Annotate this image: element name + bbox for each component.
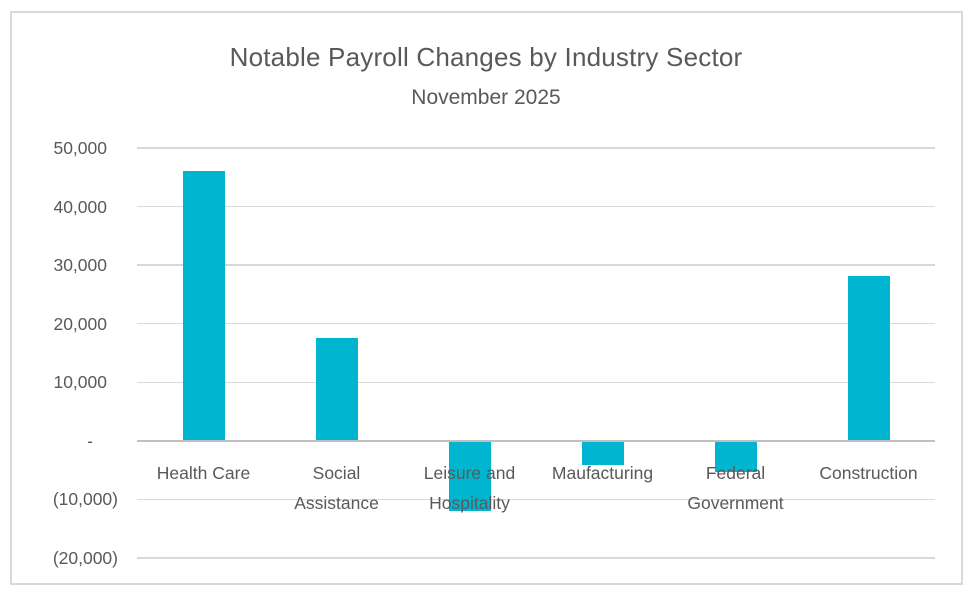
category-label-line: Hospitality [429, 492, 510, 513]
category-label: Construction [794, 459, 944, 489]
category-label: Federal Government [661, 459, 811, 518]
category-label-line: Social [312, 463, 361, 483]
y-axis-tick-label: (20,000) [52, 548, 118, 568]
bar-maufacturing [581, 440, 624, 466]
category-label-line: Assistance [294, 492, 379, 513]
bar-leisure-and-hospitality [448, 440, 491, 511]
bar-health-care [182, 171, 225, 441]
x-axis-line [137, 439, 935, 442]
category-label-line: Federal [705, 463, 766, 483]
category-label-line: Government [687, 492, 784, 513]
category-label-line: Health Care [156, 463, 251, 483]
category-label: Leisure and Hospitality [395, 459, 545, 518]
category-label-line: Leisure and [423, 463, 516, 483]
category-label: Maufacturing [528, 459, 678, 489]
y-axis-tick-label: 30,000 [53, 255, 107, 276]
y-axis-tick-label: 50,000 [53, 138, 107, 158]
y-axis-tick-label: - [87, 430, 93, 451]
y-axis-tick-label: (10,000) [52, 489, 118, 510]
gridline [137, 381, 935, 383]
gridline [137, 498, 935, 501]
bar-social-assistance [315, 337, 358, 441]
chart-subtitle: November 2025 [411, 86, 561, 109]
category-label: Social Assistance [262, 459, 412, 518]
y-axis-tick-label: 20,000 [53, 313, 107, 334]
bar-construction [847, 276, 890, 441]
chart-title: Notable Payroll Changes by Industry Sect… [229, 42, 743, 72]
gridline [137, 147, 935, 149]
gridline [137, 323, 935, 325]
category-label-line: Maufacturing [551, 463, 654, 483]
gridline [137, 264, 935, 266]
gridline [137, 557, 935, 559]
y-axis-tick-label: 10,000 [53, 372, 107, 393]
bar-federal-government [714, 440, 757, 473]
gridline [137, 205, 935, 208]
category-label-line: Construction [819, 463, 918, 483]
y-axis-tick-label: 40,000 [53, 196, 107, 217]
category-label: Health Care [129, 459, 279, 489]
